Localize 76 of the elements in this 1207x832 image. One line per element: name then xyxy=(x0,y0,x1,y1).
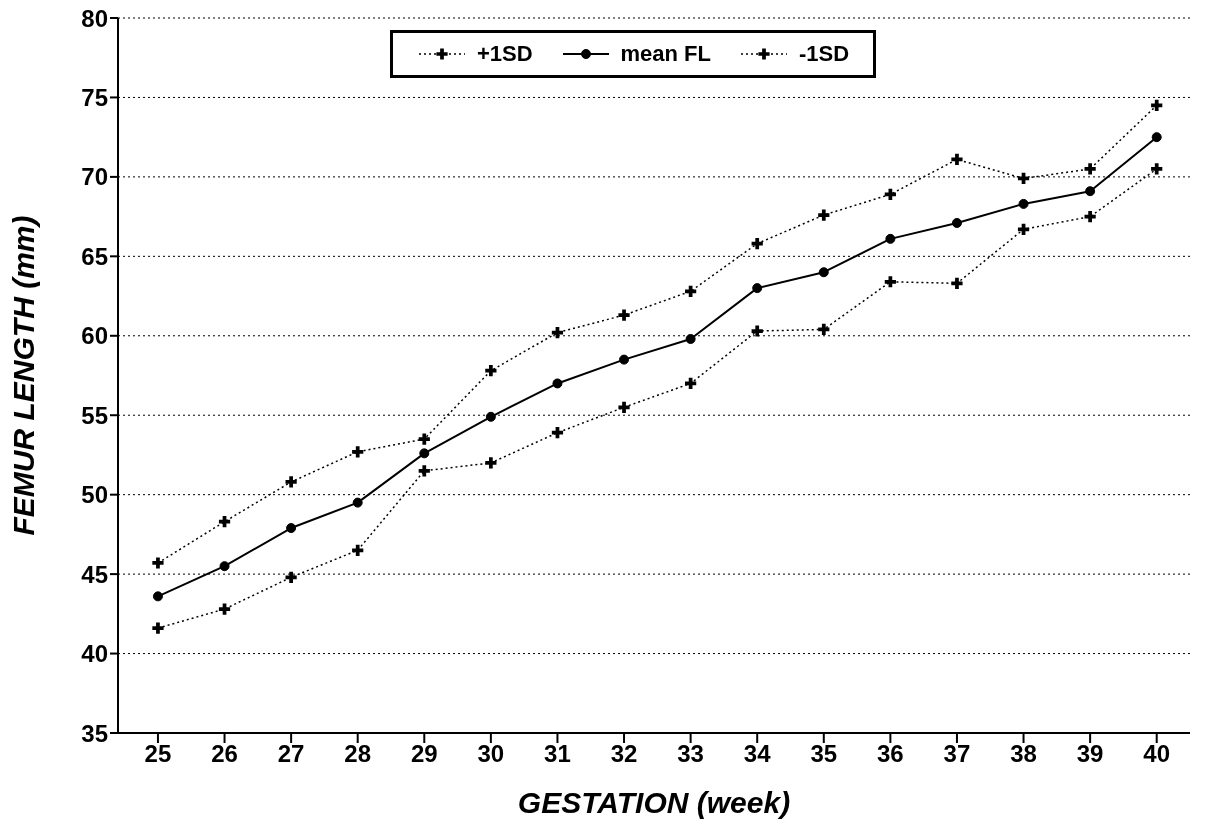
point xyxy=(152,622,164,634)
point xyxy=(352,497,363,508)
x-tick-label: 38 xyxy=(1010,740,1037,768)
point xyxy=(751,238,763,250)
point xyxy=(618,309,630,321)
point xyxy=(485,457,497,469)
point xyxy=(751,325,763,337)
point xyxy=(352,446,364,458)
y-tick-label: 75 xyxy=(81,83,108,111)
y-tick-label: 45 xyxy=(81,560,108,588)
point xyxy=(551,427,564,439)
x-tick-label: 35 xyxy=(810,740,838,768)
point xyxy=(818,209,830,221)
point xyxy=(1017,223,1030,235)
point xyxy=(286,523,297,534)
point xyxy=(1085,186,1096,197)
point xyxy=(752,283,763,294)
point xyxy=(884,188,896,200)
point xyxy=(885,233,896,244)
y-axis-title: FEMUR LENGTH (mm) xyxy=(6,215,40,536)
point xyxy=(818,267,829,278)
point xyxy=(619,354,630,365)
point xyxy=(685,285,697,297)
point xyxy=(219,561,230,572)
point xyxy=(485,365,497,377)
x-tick-label: 34 xyxy=(743,740,772,768)
x-axis-title: GESTATION (week) xyxy=(517,786,791,819)
point xyxy=(1018,198,1029,209)
point xyxy=(218,516,231,528)
y-tick-label: 80 xyxy=(81,4,108,32)
x-tick-label: 30 xyxy=(477,740,505,768)
x-tick-label: 31 xyxy=(544,740,571,768)
point xyxy=(418,433,430,445)
x-tick-label: 27 xyxy=(277,740,305,768)
legend-label: +1SD xyxy=(476,41,533,67)
point xyxy=(1084,163,1096,175)
y-tick-label: 65 xyxy=(81,242,108,270)
y-tick-label: 55 xyxy=(81,401,108,429)
y-tick-label: 60 xyxy=(81,322,108,350)
point xyxy=(285,476,297,488)
point xyxy=(884,276,896,288)
point xyxy=(951,153,963,166)
point xyxy=(285,571,297,583)
point xyxy=(1084,211,1096,223)
point xyxy=(1151,132,1162,143)
x-tick-label: 25 xyxy=(144,740,172,768)
x-tick-label: 39 xyxy=(1076,740,1104,768)
x-tick-label: 33 xyxy=(677,740,704,768)
x-tick-label: 26 xyxy=(211,740,238,768)
point xyxy=(818,323,830,336)
x-tick-label: 40 xyxy=(1143,740,1171,768)
x-tick-label: 28 xyxy=(344,740,372,768)
point xyxy=(1151,163,1163,175)
x-tick-label: 32 xyxy=(610,740,638,768)
legend-label: -1SD xyxy=(799,41,850,67)
y-tick-label: 35 xyxy=(81,719,108,747)
point xyxy=(618,401,630,413)
y-tick-label: 50 xyxy=(81,481,108,509)
point xyxy=(485,411,496,422)
legend-label: mean FL xyxy=(620,41,711,67)
x-tick-label: 37 xyxy=(943,740,971,768)
point xyxy=(951,217,962,228)
point xyxy=(152,591,163,602)
point xyxy=(1151,99,1163,111)
y-tick-label: 40 xyxy=(81,640,108,668)
point xyxy=(218,603,231,615)
y-tick-label: 70 xyxy=(81,163,108,191)
point xyxy=(685,333,696,344)
x-tick-label: 36 xyxy=(877,740,904,768)
point xyxy=(419,448,430,459)
x-tick-label: 29 xyxy=(410,740,438,768)
point xyxy=(352,544,364,556)
point xyxy=(152,557,164,569)
point xyxy=(418,465,430,477)
point xyxy=(951,277,963,289)
point xyxy=(552,378,563,389)
